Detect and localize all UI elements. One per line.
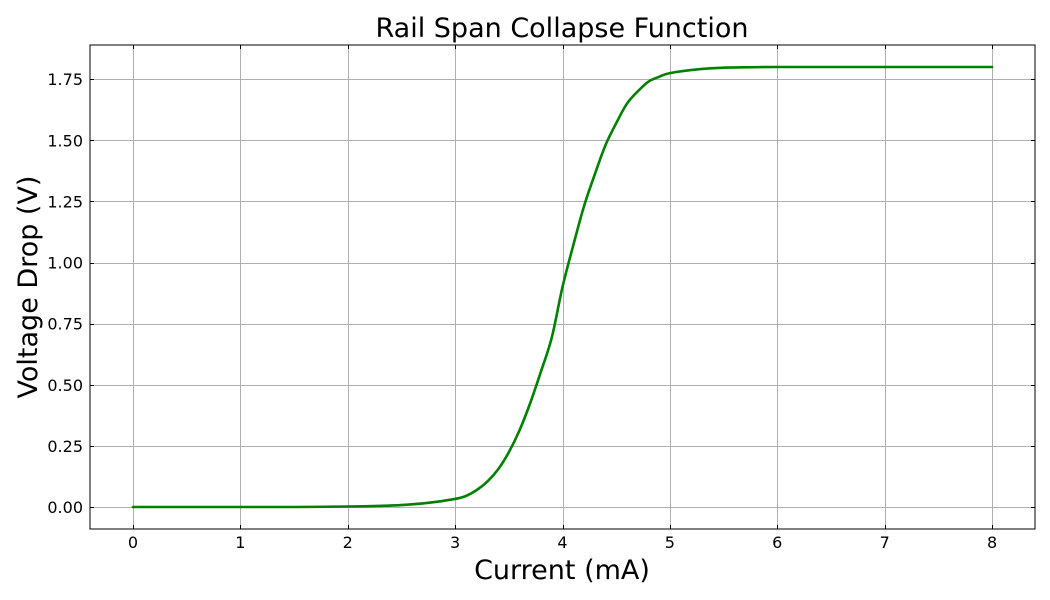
y-tick-label: 1.00 bbox=[47, 254, 83, 273]
y-tick-label: 1.25 bbox=[47, 192, 83, 211]
x-axis-label: Current (mA) bbox=[474, 555, 650, 586]
x-tick-label: 3 bbox=[450, 533, 460, 552]
x-tick-label: 1 bbox=[235, 533, 245, 552]
series-layer bbox=[131, 65, 994, 509]
x-tick-label: 4 bbox=[557, 533, 567, 552]
ticks-layer: 0 1 2 3 4 5 6 7 8 0.00 0.25 0.50 0.75 1.00 1.25 1.50 1.7… bbox=[47, 45, 1035, 552]
x-tick-label: 6 bbox=[772, 533, 782, 552]
y-tick-label: 0.50 bbox=[47, 376, 83, 395]
y-tick-label: 1.50 bbox=[47, 131, 83, 150]
y-axis-label: Voltage Drop (V) bbox=[13, 176, 44, 399]
grid-layer bbox=[90, 45, 1035, 529]
x-tick-label: 2 bbox=[343, 533, 353, 552]
series-line-voltage-drop bbox=[131, 65, 994, 509]
x-tick-label: 7 bbox=[880, 533, 890, 552]
chart-title: Rail Span Collapse Function bbox=[376, 13, 749, 44]
x-tick-label: 0 bbox=[128, 533, 138, 552]
x-tick-label: 5 bbox=[665, 533, 675, 552]
y-tick-label: 0.00 bbox=[47, 498, 83, 517]
y-tick-label: 0.75 bbox=[47, 315, 83, 334]
y-tick-label: 0.25 bbox=[47, 437, 83, 456]
x-tick-label: 8 bbox=[987, 533, 997, 552]
axes-frame bbox=[89, 44, 1036, 530]
y-tick-label: 1.75 bbox=[47, 70, 83, 89]
